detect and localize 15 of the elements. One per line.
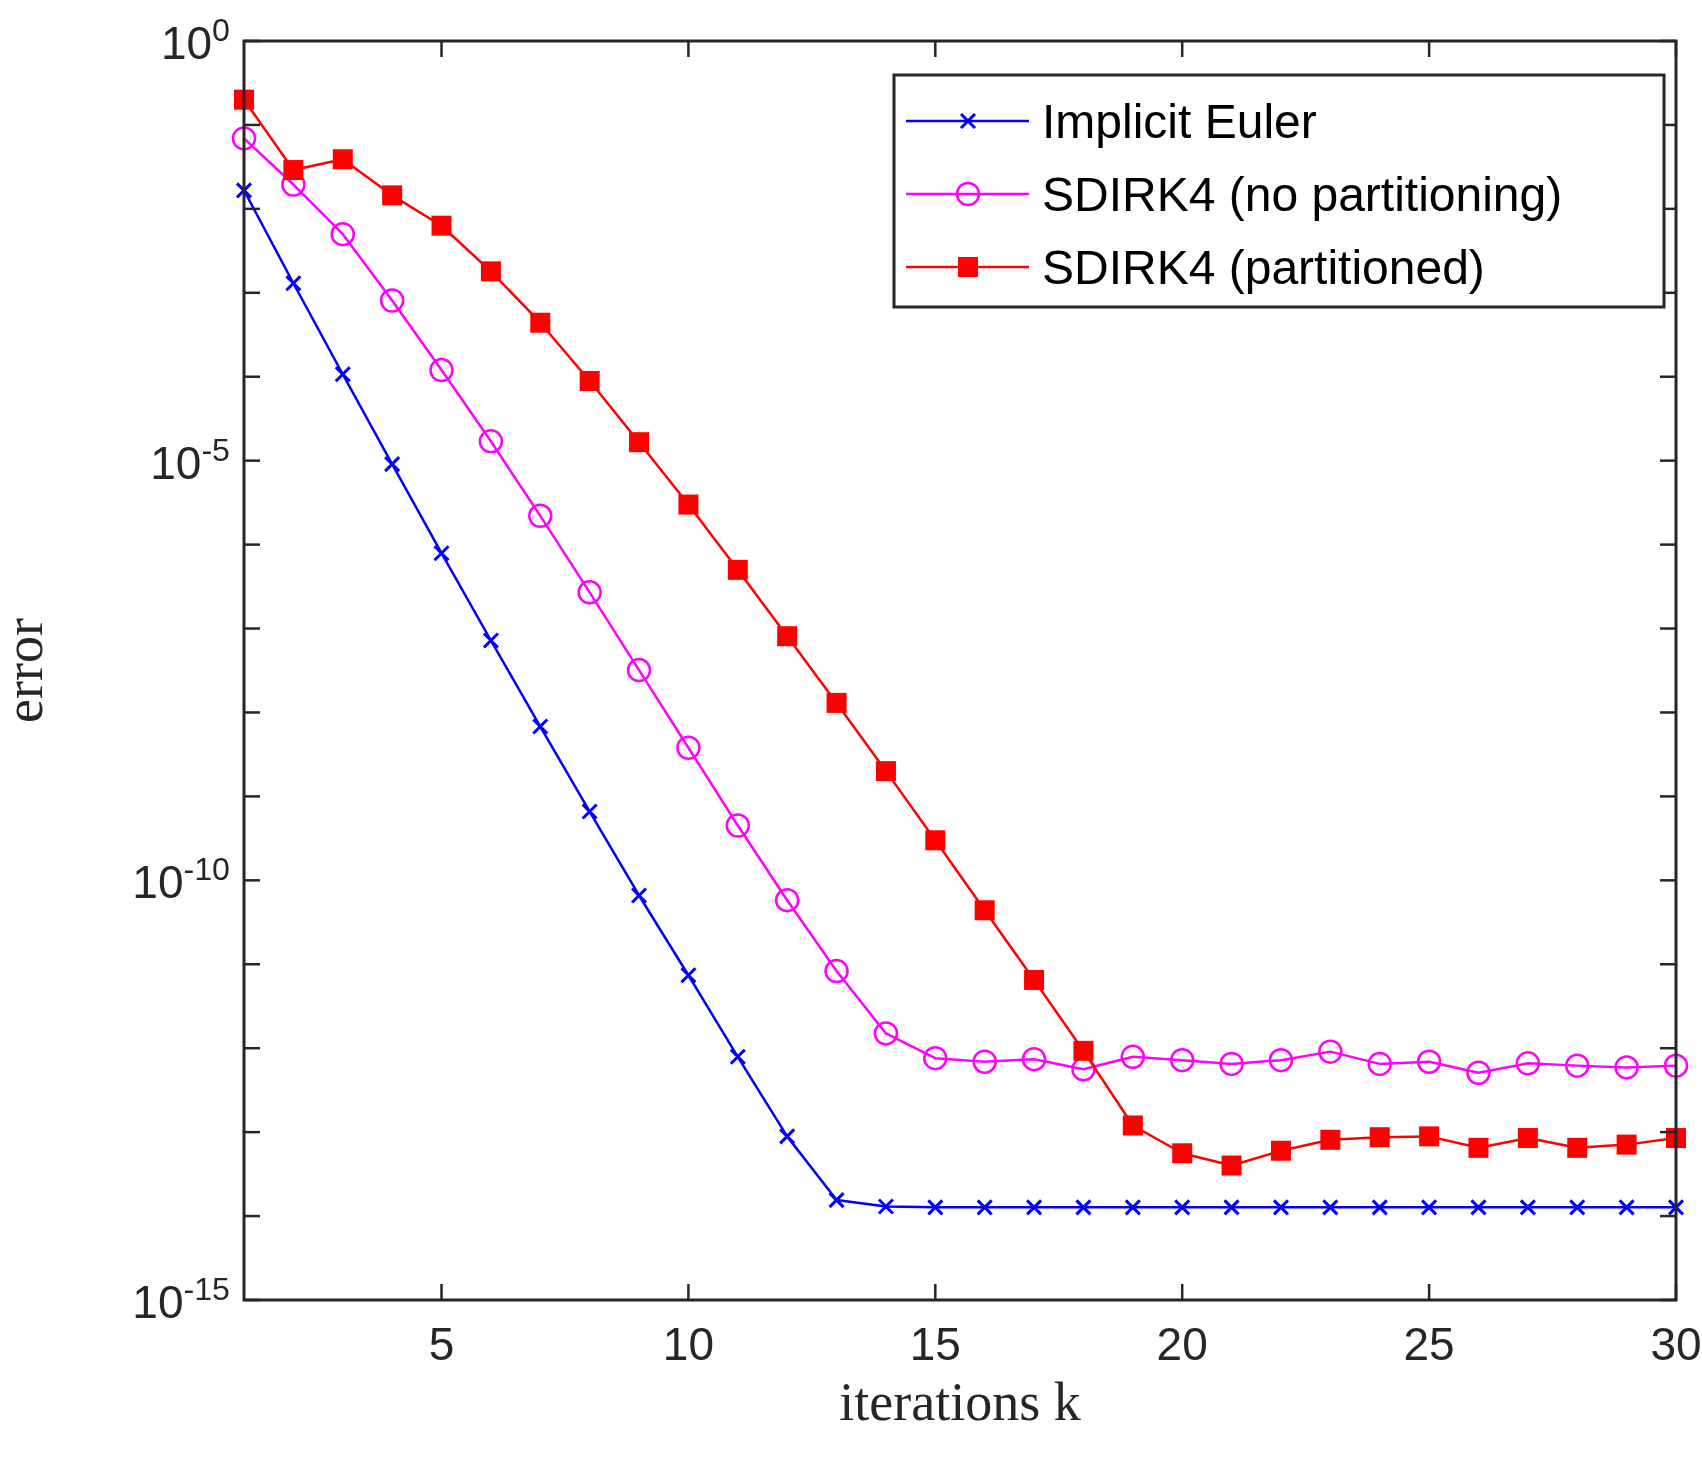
legend-label: Implicit Euler xyxy=(1042,95,1317,148)
y-tick-label: 10$^{-15}$ xyxy=(132,1271,230,1328)
x-tick-label: 20 xyxy=(1156,1318,1208,1370)
x-tick-label: 10 xyxy=(662,1318,714,1370)
legend-label: SDIRK4 (no partitioning) xyxy=(1042,168,1563,221)
x-tick-label: 30 xyxy=(1650,1318,1702,1370)
x-tick-label: 15 xyxy=(909,1318,961,1370)
y-tick-label: 10$^{0}$ xyxy=(160,12,230,69)
y-axis-title: error xyxy=(0,618,54,723)
x-tick-label: 25 xyxy=(1403,1318,1455,1370)
x-tick-label: 5 xyxy=(428,1318,455,1370)
legend-label: SDIRK4 (partitioned) xyxy=(1042,241,1485,294)
x-axis-title: iterations k xyxy=(839,1372,1081,1432)
y-tick-label: 10$^{-5}$ xyxy=(150,431,230,489)
y-tick-label: 10$^{-10}$ xyxy=(132,851,230,909)
